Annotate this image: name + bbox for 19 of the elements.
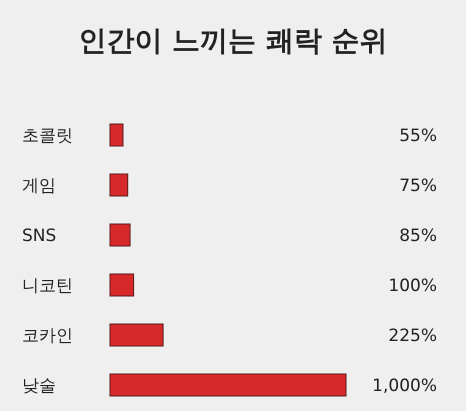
bar bbox=[110, 224, 131, 246]
data-label: 1,000% bbox=[372, 376, 437, 396]
y-tick-label: 코카인 bbox=[22, 326, 73, 346]
bar bbox=[110, 174, 128, 196]
data-label: 55% bbox=[399, 126, 437, 146]
bar bbox=[110, 274, 134, 296]
y-tick-label: 초콜릿 bbox=[22, 126, 73, 146]
data-label: 85% bbox=[399, 226, 437, 246]
data-label: 100% bbox=[388, 276, 437, 296]
data-label: 225% bbox=[388, 326, 437, 346]
data-label: 75% bbox=[399, 176, 437, 196]
bar bbox=[110, 324, 164, 346]
y-tick-label: 니코틴 bbox=[22, 276, 73, 296]
chart-title: 인간이 느끼는 쾌락 순위 bbox=[77, 23, 389, 59]
y-tick-label: SNS bbox=[22, 226, 56, 246]
bar bbox=[110, 374, 346, 396]
y-tick-label: 게임 bbox=[22, 176, 56, 196]
bar bbox=[110, 124, 124, 146]
y-tick-label: 낮술 bbox=[22, 376, 56, 396]
